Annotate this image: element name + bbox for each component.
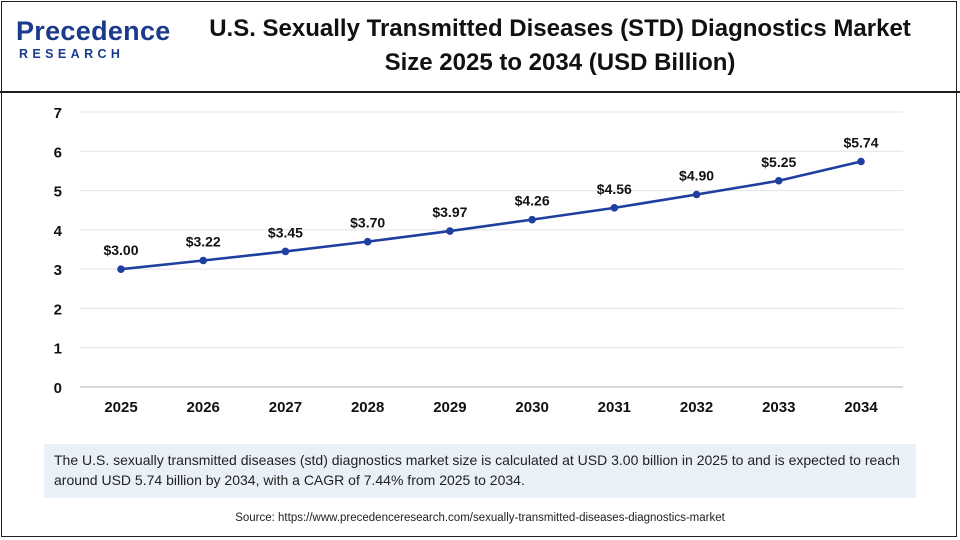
y-tick-label: 0 bbox=[54, 380, 62, 397]
logo-subtitle: RESEARCH bbox=[19, 47, 125, 61]
chart-title: U.S. Sexually Transmitted Diseases (STD)… bbox=[190, 12, 930, 80]
data-label: $5.25 bbox=[761, 154, 796, 170]
x-tick-label: 2034 bbox=[844, 399, 878, 416]
x-tick-label: 2033 bbox=[762, 399, 795, 416]
series-line bbox=[120, 160, 862, 271]
header-divider bbox=[0, 91, 960, 93]
x-tick-label: 2032 bbox=[680, 399, 713, 416]
data-label: $3.22 bbox=[186, 234, 221, 250]
x-tick-label: 2031 bbox=[598, 399, 631, 416]
x-tick-label: 2025 bbox=[104, 399, 137, 416]
data-label: $5.74 bbox=[843, 135, 878, 151]
x-tick-label: 2028 bbox=[351, 399, 384, 416]
data-point bbox=[363, 237, 372, 246]
header: Precedence RESEARCH U.S. Sexually Transm… bbox=[0, 0, 960, 92]
x-tick-label: 2030 bbox=[515, 399, 548, 416]
x-tick-label: 2029 bbox=[433, 399, 466, 416]
line-chart: 0 1 2 3 4 5 6 7 2025 2026 2027 2028 2029 2030 2031 2032… bbox=[54, 105, 903, 416]
chart-title-line-1: U.S. Sexually Transmitted Diseases (STD)… bbox=[209, 15, 911, 42]
y-tick-label: 6 bbox=[54, 144, 62, 161]
y-tick-label: 4 bbox=[54, 223, 63, 240]
chart-title-line-2: Size 2025 to 2034 (USD Billion) bbox=[384, 49, 736, 76]
data-label: $4.90 bbox=[679, 168, 714, 184]
y-tick-label: 1 bbox=[54, 341, 62, 358]
data-point bbox=[199, 256, 208, 265]
data-label: $3.70 bbox=[350, 215, 385, 231]
data-label: $4.26 bbox=[515, 193, 550, 209]
y-tick-label: 2 bbox=[54, 301, 62, 318]
data-point bbox=[692, 190, 701, 199]
data-point bbox=[446, 227, 454, 235]
data-point bbox=[117, 265, 125, 273]
data-point bbox=[281, 247, 290, 256]
x-tick-label: 2027 bbox=[269, 399, 302, 416]
y-tick-label: 3 bbox=[54, 262, 62, 279]
data-point bbox=[528, 215, 536, 224]
data-label: $3.00 bbox=[103, 242, 138, 258]
y-tick-label: 5 bbox=[54, 184, 62, 201]
brand-logo: Precedence RESEARCH bbox=[16, 14, 170, 64]
data-label: $3.45 bbox=[268, 224, 303, 240]
data-point bbox=[857, 157, 865, 166]
logo-name: Precedence bbox=[16, 16, 171, 46]
source-text: Source: https://www.precedenceresearch.c… bbox=[235, 512, 725, 524]
data-point bbox=[774, 176, 783, 185]
data-label: $3.97 bbox=[432, 204, 467, 220]
x-tick-label: 2026 bbox=[187, 399, 220, 416]
data-point bbox=[610, 204, 619, 212]
data-label: $4.56 bbox=[597, 181, 632, 197]
y-tick-label: 7 bbox=[54, 105, 62, 122]
summary-note: The U.S. sexually transmitted diseases (… bbox=[44, 444, 916, 498]
